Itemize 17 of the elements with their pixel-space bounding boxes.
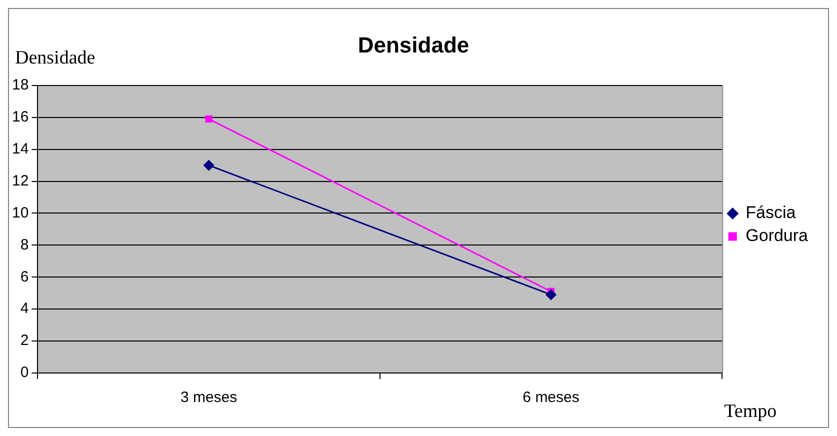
y-tick-label: 0: [20, 364, 29, 382]
y-tick-label: 12: [12, 172, 29, 190]
legend-label: Gordura: [746, 226, 809, 246]
y-tick-label: 18: [12, 76, 29, 94]
x-tick-label: 6 meses: [522, 389, 580, 406]
y-tick-label: 16: [12, 108, 29, 126]
y-tick-label: 10: [12, 204, 29, 222]
y-tick-label: 14: [12, 140, 29, 158]
x-axis-title: Tempo: [724, 401, 777, 422]
legend-label: Fáscia: [746, 203, 796, 222]
y-tick-label: 8: [20, 236, 29, 254]
y-tick-label: 4: [20, 300, 29, 318]
x-tick-label: 3 meses: [180, 389, 238, 406]
y-axis-title: Densidade: [15, 47, 96, 68]
y-tick-label: 2: [20, 332, 29, 350]
y-tick-label: 6: [20, 268, 29, 286]
chart-title: Densidade: [358, 32, 470, 58]
